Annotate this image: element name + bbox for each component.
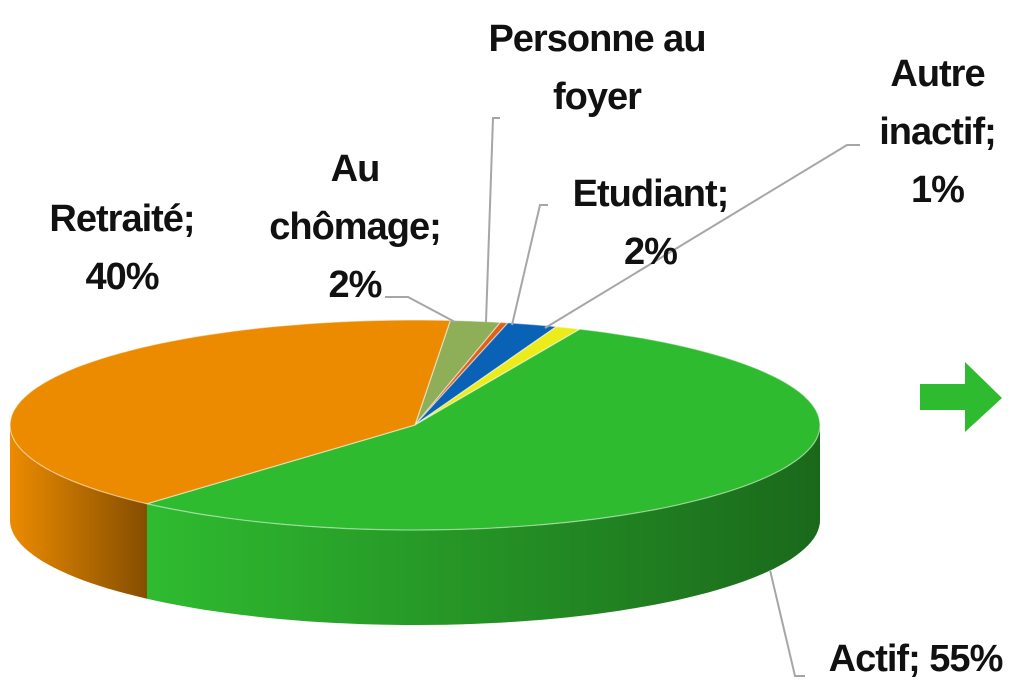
pie-side-shade bbox=[10, 425, 147, 599]
slice-label: Retraité; 40% bbox=[22, 190, 222, 306]
leader-line bbox=[544, 144, 860, 329]
value-label: 55% bbox=[929, 638, 1003, 680]
arrow-icon bbox=[920, 362, 1002, 432]
value-label: 1% bbox=[911, 169, 965, 211]
leader-line bbox=[485, 117, 500, 323]
slice-label: Actif; 55% bbox=[808, 630, 1023, 687]
category-label: Au chômage; bbox=[269, 148, 441, 248]
leader-line bbox=[769, 569, 805, 677]
leader-line bbox=[385, 296, 456, 323]
category-label: Autre inactif; bbox=[879, 53, 997, 153]
leader-line bbox=[511, 204, 548, 326]
pie-side-shade bbox=[147, 425, 820, 625]
value-label: 40% bbox=[85, 256, 159, 298]
slice-label: Autre inactif; 1% bbox=[860, 45, 1015, 219]
category-label: Etudiant; bbox=[572, 173, 730, 215]
slice-label: Etudiant; 2% bbox=[553, 165, 748, 281]
pie-sides bbox=[10, 425, 820, 625]
pie-tops bbox=[9, 319, 821, 531]
value-label: 2% bbox=[328, 264, 383, 306]
pie-slice bbox=[9, 319, 452, 505]
slice-label: Au chômage; 2% bbox=[255, 140, 455, 314]
slice-label: Personne au foyer bbox=[487, 10, 707, 126]
category-label: Personne au foyer bbox=[488, 18, 706, 118]
value-label: 2% bbox=[624, 231, 678, 273]
category-label: Actif; bbox=[828, 638, 921, 680]
category-label: Retraité; bbox=[49, 198, 195, 240]
pie-slice bbox=[144, 328, 821, 531]
